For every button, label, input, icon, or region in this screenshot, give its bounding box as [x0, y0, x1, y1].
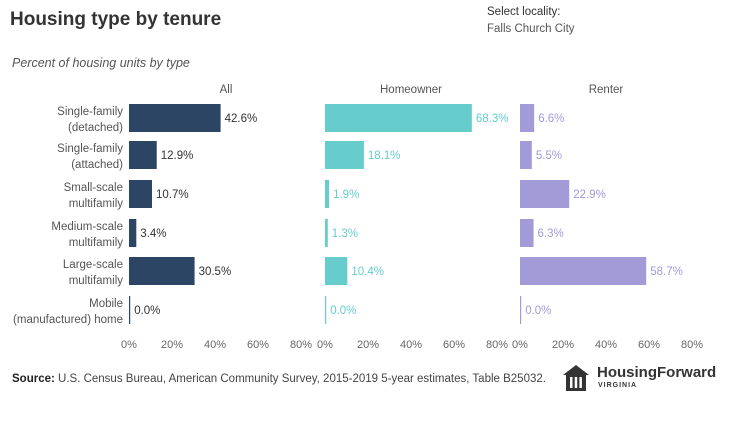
logo-sub: VIRGINIA [598, 382, 638, 389]
category-label: (manufactured) home [13, 314, 123, 326]
panel-header-homeowner: Homeowner [380, 84, 442, 96]
house-icon [563, 365, 589, 391]
category-label: multifamily [69, 275, 124, 287]
data-label: 6.3% [538, 228, 564, 240]
x-tick-label: 60% [443, 339, 465, 351]
category-label: Small-scale [64, 182, 123, 194]
x-tick-label: 20% [161, 339, 183, 351]
source-label: Source: [12, 373, 55, 385]
data-label: 22.9% [573, 189, 606, 201]
bar-renter [520, 141, 532, 169]
bar-homeowner [325, 296, 327, 324]
data-label: 42.6% [225, 113, 258, 125]
category-label: Medium-scale [51, 221, 123, 233]
data-label: 0.0% [330, 305, 356, 317]
source-note: Source: U.S. Census Bureau, American Com… [12, 373, 546, 385]
chart-subtitle: Percent of housing units by type [12, 56, 190, 70]
bar-renter [520, 180, 570, 208]
x-tick-label: 80% [681, 339, 703, 351]
bar-homeowner [325, 104, 472, 132]
category-label: Single-family [57, 143, 123, 155]
data-label: 58.7% [650, 266, 683, 278]
data-label: 30.5% [199, 266, 232, 278]
data-label: 10.4% [351, 266, 384, 278]
category-label: (detached) [68, 122, 123, 134]
bar-renter [520, 296, 522, 324]
data-label: 18.1% [368, 150, 401, 162]
data-label: 68.3% [476, 113, 509, 125]
panel-header-all: All [220, 84, 233, 96]
bar-renter [520, 104, 535, 132]
data-label: 12.9% [161, 150, 194, 162]
data-label: 0.0% [525, 305, 551, 317]
bar-homeowner [325, 219, 328, 247]
bar-renter [520, 219, 534, 247]
data-label: 1.3% [332, 228, 358, 240]
data-label: 3.4% [140, 228, 166, 240]
category-label: Large-scale [63, 259, 123, 271]
chart-title: Housing type by tenure [10, 9, 222, 30]
x-tick-label: 0% [317, 339, 333, 351]
category-label: (attached) [71, 159, 123, 171]
bar-chart: Single-family (detached) Single-family (att… [13, 84, 703, 351]
x-tick-label: 20% [552, 339, 574, 351]
x-tick-label: 40% [400, 339, 422, 351]
x-tick-label: 60% [247, 339, 269, 351]
bar-homeowner [325, 180, 330, 208]
bar-renter [520, 257, 647, 285]
data-label: 6.6% [538, 113, 564, 125]
category-label: Single-family [57, 106, 123, 118]
data-label: 0.0% [134, 305, 160, 317]
locality-label: Select locality: [487, 6, 561, 18]
category-label: multifamily [69, 198, 124, 210]
x-tick-label: 0% [512, 339, 528, 351]
panel-header-renter: Renter [589, 84, 624, 96]
category-label: Mobile [89, 298, 123, 310]
x-tick-label: 80% [290, 339, 312, 351]
bar-homeowner [325, 257, 348, 285]
data-label: 5.5% [536, 150, 562, 162]
bar-all [129, 104, 221, 132]
x-tick-label: 20% [357, 339, 379, 351]
bar-all [129, 219, 137, 247]
x-tick-label: 40% [204, 339, 226, 351]
data-label: 10.7% [156, 189, 189, 201]
bar-homeowner [325, 141, 364, 169]
bar-all [129, 257, 195, 285]
source-text: U.S. Census Bureau, American Community S… [54, 373, 546, 385]
x-tick-label: 40% [595, 339, 617, 351]
x-tick-label: 80% [486, 339, 508, 351]
x-tick-label: 60% [638, 339, 660, 351]
category-label: multifamily [69, 237, 124, 249]
bar-all [129, 141, 157, 169]
housingforward-logo: HousingForward VIRGINIA [561, 361, 716, 395]
bar-all [129, 180, 153, 208]
logo-name: HousingForward [597, 364, 717, 381]
x-tick-label: 0% [121, 339, 137, 351]
data-label: 1.9% [333, 189, 359, 201]
locality-selector[interactable]: Falls Church City [487, 23, 575, 35]
bar-all [129, 296, 131, 324]
